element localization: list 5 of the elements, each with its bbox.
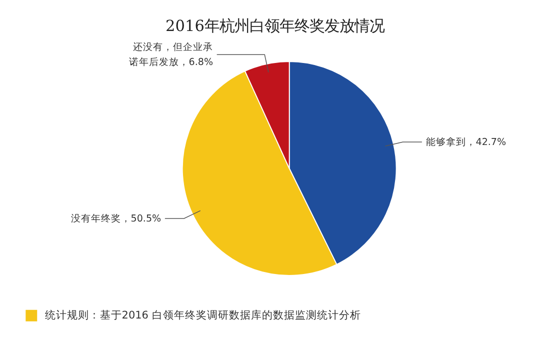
text: 统计规则：基于2016 白领年终奖调研数据库的数据监测统计分析 bbox=[44, 308, 361, 322]
slice-label: 没有年终奖，50.5% bbox=[70, 212, 162, 224]
slice-label: 还没有，但企业承诺年后发放，6.8% bbox=[128, 40, 214, 68]
chart-title: 2016年杭州白领年终奖发放情况 bbox=[166, 16, 384, 35]
slice-label: 能够拿到，42.7% bbox=[426, 136, 506, 148]
